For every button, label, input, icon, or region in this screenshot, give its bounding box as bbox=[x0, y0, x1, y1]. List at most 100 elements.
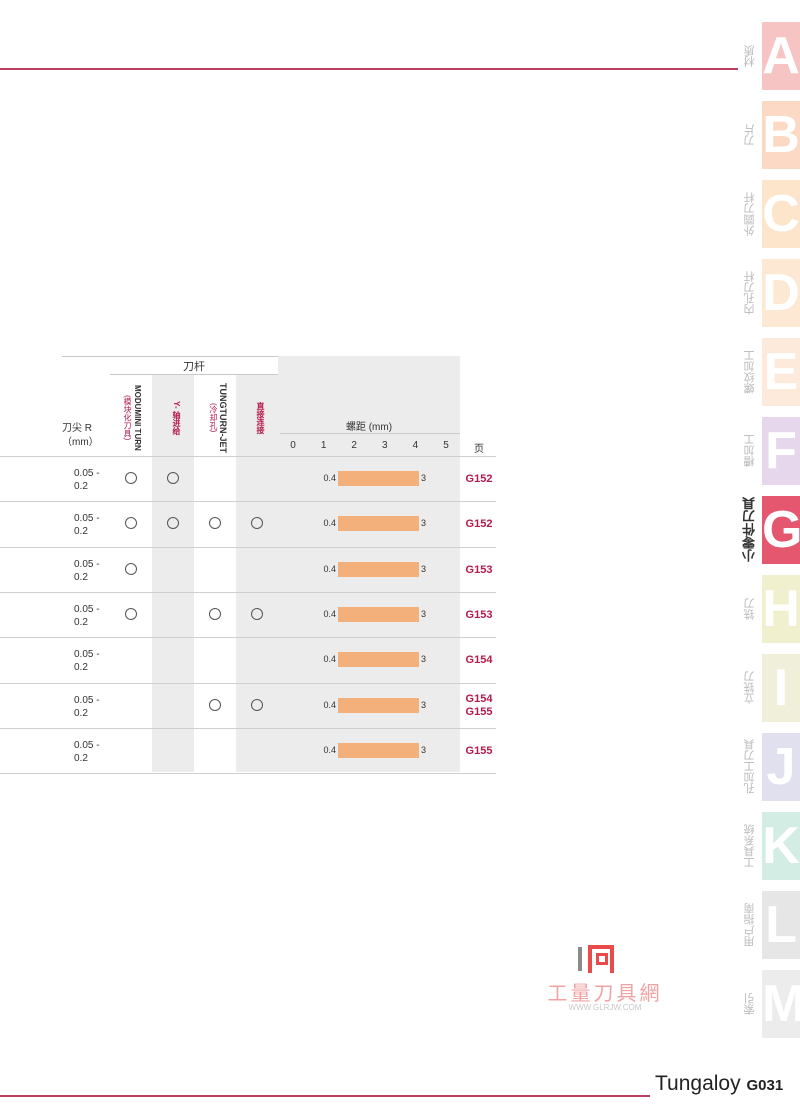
table-row: 0.05 -0.2 0.4 3 G154 G155 bbox=[0, 682, 496, 729]
tab-letter: J bbox=[762, 733, 800, 801]
page-link[interactable]: G155 bbox=[465, 744, 493, 757]
available-mark-icon bbox=[125, 562, 137, 575]
pitch-range-bar bbox=[338, 606, 419, 622]
tab-letter: K bbox=[762, 812, 800, 880]
tab-label: 孔加工刀具 bbox=[744, 739, 756, 795]
tab-label: 刀片 bbox=[744, 124, 756, 146]
tab-c[interactable]: C 外圆刀杆 bbox=[736, 176, 800, 252]
tab-letter: D bbox=[762, 259, 800, 327]
available-mark-icon bbox=[167, 517, 179, 530]
footer-page-number: G031 bbox=[746, 1077, 784, 1094]
bottom-rule bbox=[0, 1095, 650, 1097]
product-table: 刀杆 MODUMINI TURN (模块化刀具) Y- 轴进给 TUNGTURN… bbox=[0, 356, 500, 776]
tab-letter: F bbox=[762, 417, 800, 485]
tab-label: 内孔刀杆 bbox=[744, 271, 756, 315]
tab-m[interactable]: M 索引 bbox=[736, 966, 800, 1042]
pitch-min: 0.4 bbox=[323, 654, 336, 665]
tab-letter: L bbox=[762, 891, 800, 959]
pitch-max: 3 bbox=[421, 744, 427, 755]
tab-label: 用户指南 bbox=[744, 903, 756, 947]
column-label-modumini: MODUMINI TURN (模块化刀具) bbox=[123, 385, 142, 451]
pitch-tick-label: 2 bbox=[351, 440, 357, 451]
pitch-range-bar bbox=[338, 742, 419, 758]
tab-letter: G bbox=[762, 496, 800, 564]
column-label-tungturn-jet: TUNGTURN-JET (冷却孔) bbox=[209, 383, 228, 453]
pitch-tick-label: 4 bbox=[412, 440, 419, 451]
shank-header-rule bbox=[110, 374, 278, 375]
pitch-max: 3 bbox=[421, 608, 427, 619]
available-mark-icon bbox=[209, 607, 221, 620]
pitch-range-bar bbox=[338, 652, 419, 668]
watermark-url: WWW.GLRJW.COM bbox=[568, 1003, 642, 1012]
tab-j[interactable]: J 孔加工刀具 bbox=[736, 729, 800, 805]
available-mark-icon bbox=[251, 607, 263, 620]
table-row: 0.05 -0.2 0.4 3 G152 bbox=[0, 456, 496, 502]
pitch-max: 3 bbox=[421, 654, 427, 665]
tab-a[interactable]: A 材质 bbox=[736, 18, 800, 94]
tab-k[interactable]: K 工具系统 bbox=[736, 808, 800, 884]
tab-letter: I bbox=[762, 654, 800, 722]
tab-f[interactable]: F 槽加工 bbox=[736, 413, 800, 489]
tab-h[interactable]: H 铣刀 bbox=[736, 571, 800, 647]
column-label-y-axis: Y- 轴进给 bbox=[172, 401, 181, 435]
tab-letter: M bbox=[762, 970, 800, 1038]
watermark-logo-icon bbox=[578, 945, 622, 973]
column-label-direct: 直接连接 bbox=[256, 402, 265, 434]
shank-header: 刀杆 bbox=[183, 361, 205, 373]
pitch-min: 0.4 bbox=[323, 563, 336, 574]
tab-letter: C bbox=[762, 180, 800, 248]
pitch-range-bar bbox=[338, 561, 419, 577]
pitch-min: 0.4 bbox=[323, 699, 336, 710]
available-mark-icon bbox=[125, 607, 137, 620]
table-bottom-rule bbox=[0, 773, 496, 775]
tab-g[interactable]: G 小零件刀具 bbox=[736, 492, 800, 568]
available-mark-icon bbox=[125, 472, 137, 484]
page-header: 页 bbox=[474, 444, 484, 455]
tab-label: 小零件刀具 bbox=[742, 497, 757, 563]
pitch-max: 3 bbox=[421, 699, 427, 710]
footer-brand-name: Tungaloy bbox=[655, 1072, 741, 1095]
tab-b[interactable]: B 刀片 bbox=[736, 97, 800, 173]
tab-label: 槽加工 bbox=[744, 434, 756, 468]
tab-e[interactable]: E 螺纹加工 bbox=[736, 334, 800, 410]
tab-label: 材质 bbox=[744, 45, 756, 67]
tip-radius: 0.05 -0.2 bbox=[74, 468, 100, 492]
pitch-tick-label: 0 bbox=[290, 440, 296, 451]
table-row: 0.05 -0.2 0.4 3 G152 bbox=[0, 501, 496, 547]
pitch-min: 0.4 bbox=[323, 518, 336, 529]
footer-brand: Tungaloy G031 bbox=[655, 1072, 783, 1096]
tab-letter: B bbox=[762, 101, 800, 169]
page-link[interactable]: G154 bbox=[465, 692, 493, 705]
pitch-min: 0.4 bbox=[323, 473, 336, 483]
tab-label: 铣刀 bbox=[744, 598, 756, 620]
available-mark-icon bbox=[125, 517, 137, 530]
top-rule bbox=[0, 68, 738, 70]
pitch-range-bar bbox=[338, 697, 419, 713]
page-link[interactable]: G154 bbox=[465, 654, 493, 667]
page-link[interactable]: G152 bbox=[465, 473, 493, 485]
tab-i[interactable]: I 立铣刀 bbox=[736, 650, 800, 726]
tip-radius: 0.05 -0.2 bbox=[74, 603, 100, 628]
tab-letter: H bbox=[762, 575, 800, 643]
tab-label: 索引 bbox=[744, 993, 756, 1015]
watermark: 工量刀具網 WWW.GLRJW.COM bbox=[530, 945, 680, 1015]
tip-radius: 0.05 -0.2 bbox=[74, 649, 100, 674]
available-mark-icon bbox=[167, 472, 179, 484]
table-row: 0.05 -0.2 0.4 3 G155 bbox=[0, 727, 496, 774]
available-mark-icon bbox=[209, 698, 221, 711]
pitch-max: 3 bbox=[421, 518, 427, 529]
page-link[interactable]: G152 bbox=[465, 518, 493, 531]
pitch-tick-label: 5 bbox=[443, 440, 449, 451]
tab-d[interactable]: D 内孔刀杆 bbox=[736, 255, 800, 331]
table-row: 0.05 -0.2 0.4 3 G154 bbox=[0, 637, 496, 683]
page-link[interactable]: G155 bbox=[465, 705, 493, 718]
pitch-range-bar bbox=[338, 471, 419, 486]
tab-label: 外圆刀杆 bbox=[744, 192, 756, 236]
page-link[interactable]: G153 bbox=[465, 608, 493, 621]
tab-label: 螺纹加工 bbox=[744, 350, 756, 394]
pitch-min: 0.4 bbox=[323, 744, 336, 755]
page-link[interactable]: G153 bbox=[465, 563, 493, 576]
tab-l[interactable]: L 用户指南 bbox=[736, 887, 800, 963]
table-row: 0.05 -0.2 0.4 3 G153 bbox=[0, 591, 496, 638]
available-mark-icon bbox=[251, 698, 263, 711]
